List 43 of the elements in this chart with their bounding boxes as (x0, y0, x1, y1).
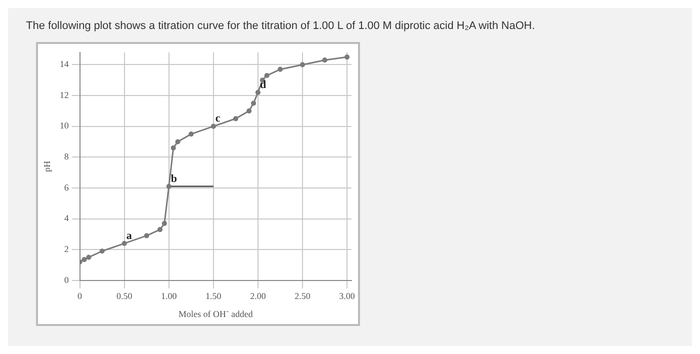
point (264, 72, 270, 78)
point (322, 58, 328, 63)
y-tick-label: 8 (64, 152, 70, 162)
x-tick-label: 0 (78, 291, 83, 302)
point (162, 220, 167, 226)
point (255, 90, 261, 96)
point (344, 54, 350, 60)
y-tick-label: 4 (64, 213, 70, 224)
point (300, 62, 306, 68)
y-tick-label: 10 (60, 120, 70, 131)
annotation: b (170, 172, 178, 185)
point (278, 66, 283, 72)
x-tick-label: 0.50 (116, 291, 133, 302)
point (122, 240, 127, 246)
x-tick-label: 1.00 (161, 291, 178, 302)
point (246, 108, 252, 114)
y-tick-label: 6 (64, 182, 70, 192)
y-tick-label: 0 (64, 274, 70, 285)
annotation: c (215, 112, 220, 125)
y-tick-label: 12 (60, 90, 69, 100)
annotation: d (260, 78, 266, 91)
annotation: a (126, 230, 132, 242)
point (210, 124, 216, 129)
point (100, 248, 105, 254)
point (144, 233, 150, 238)
y-tick-label: 2 (64, 244, 69, 254)
x-tick-label: 3.00 (339, 291, 356, 302)
point (170, 145, 176, 150)
x-tick-label: 1.50 (206, 291, 222, 302)
y-tick-label: 14 (60, 59, 70, 70)
point (233, 116, 238, 122)
point (175, 139, 180, 144)
x-tick-label: 2.50 (294, 291, 311, 302)
point (166, 184, 172, 189)
point (86, 254, 92, 260)
chart-title: The following plot shows a titration curve for the titration of 1.00 L of 1.00 M diprotic acid H₂A with NaOH. (25, 19, 536, 32)
point (250, 100, 256, 106)
y-axis-title: pH (42, 160, 52, 172)
point (157, 227, 163, 232)
point (188, 132, 194, 137)
x-axis-title: Moles of OH⁻ added (178, 308, 254, 319)
x-tick-label: 2.00 (250, 291, 266, 302)
point (82, 257, 87, 262)
